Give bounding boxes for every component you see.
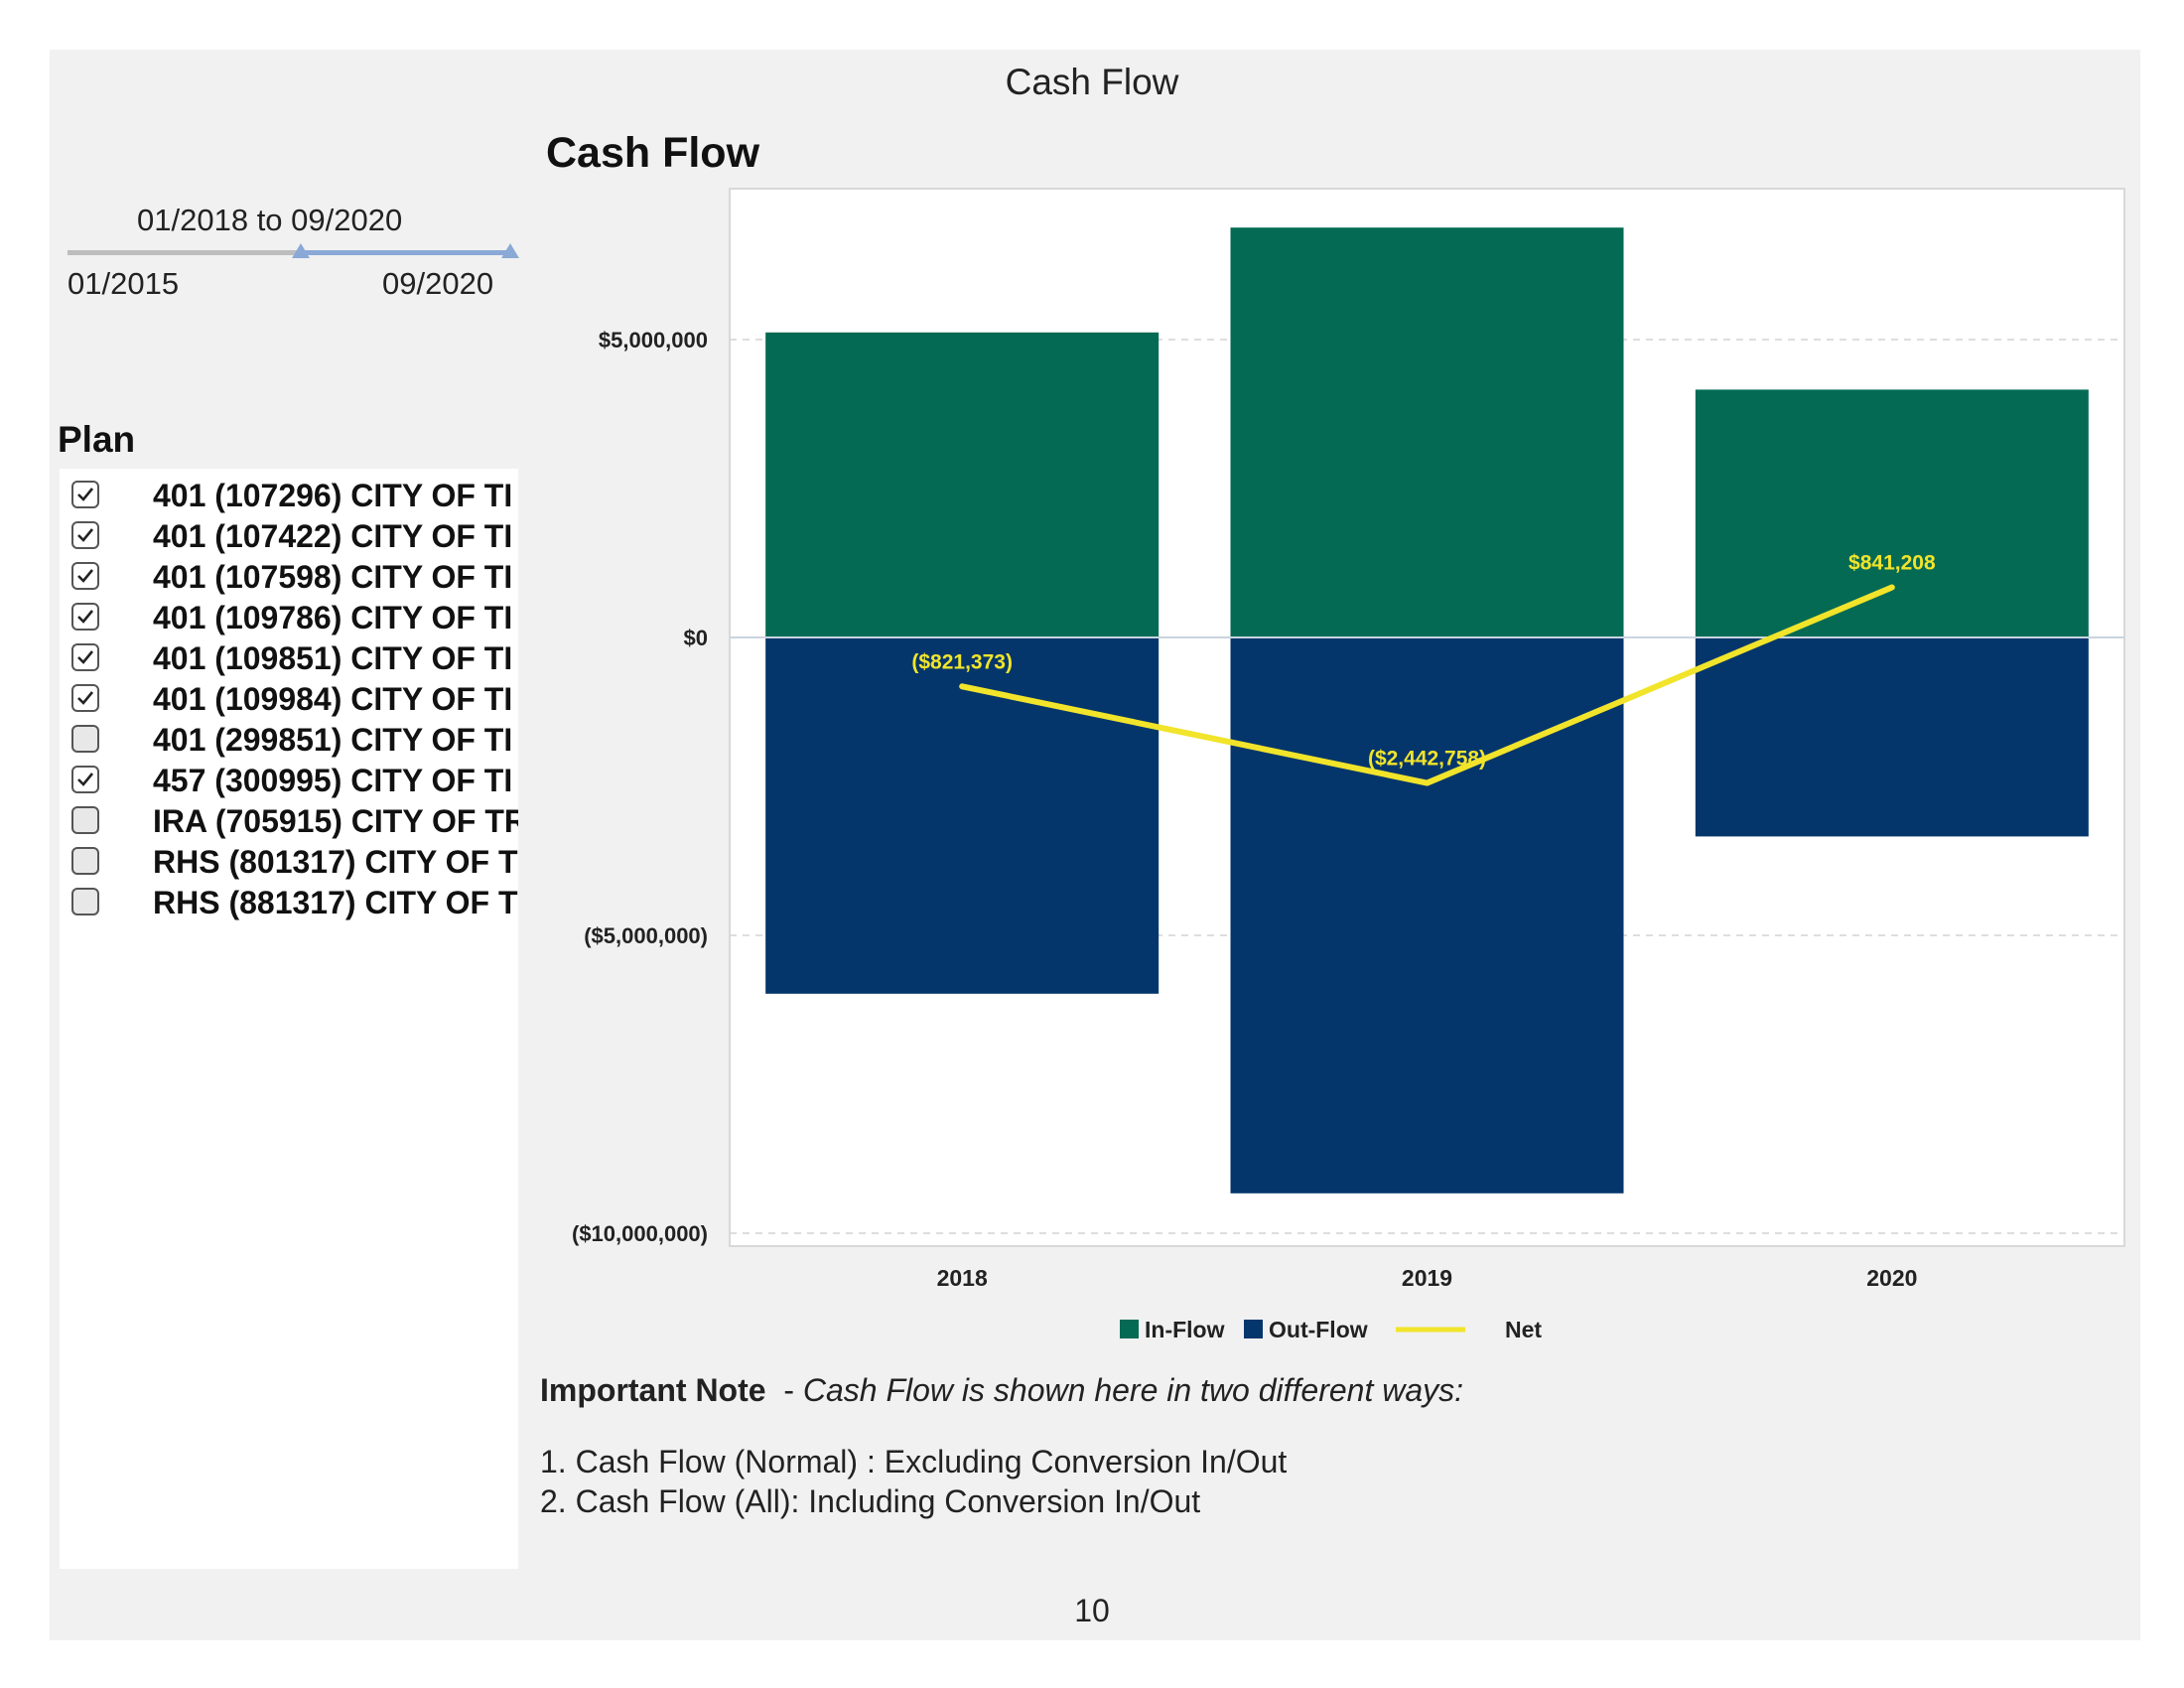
plan-item-label: IRA (705915) CITY OF TR <box>153 803 518 839</box>
x-tick-label: 2018 <box>937 1265 988 1291</box>
plan-item[interactable]: IRA (705915) CITY OF TR <box>60 802 518 840</box>
important-note: Important Note - Cash Flow is shown here… <box>540 1372 1463 1409</box>
plan-filter-title: Plan <box>58 419 136 460</box>
checkbox-checked[interactable] <box>71 684 99 712</box>
checkmark-icon <box>77 569 94 583</box>
date-slider-track[interactable] <box>68 250 510 255</box>
note-line-2: 2. Cash Flow (All): Including Conversion… <box>540 1483 1201 1519</box>
checkbox-unchecked[interactable] <box>71 847 99 875</box>
plan-item[interactable]: 401 (109786) CITY OF TI <box>60 599 518 636</box>
inflow-bar <box>1230 227 1624 637</box>
note-line-1: 1. Cash Flow (Normal) : Excluding Conver… <box>540 1444 1288 1479</box>
note-text: Cash Flow is shown here in two different… <box>802 1372 1464 1408</box>
checkbox-unchecked[interactable] <box>71 806 99 834</box>
inflow-bar <box>1695 389 2089 637</box>
cash-flow-chart: $5,000,000 $0 ($5,000,000) ($10,000,000) 201… <box>572 188 2125 1342</box>
checkmark-icon <box>77 528 94 542</box>
checkmark-icon <box>77 773 94 786</box>
legend-inflow-swatch <box>1120 1320 1139 1338</box>
plan-item[interactable]: 401 (299851) CITY OF TI <box>60 721 518 759</box>
net-line <box>959 584 1895 786</box>
date-slider-selected-range[interactable] <box>301 250 510 255</box>
legend-net-label: Net <box>1505 1317 1542 1342</box>
net-data-label: ($821,373) <box>911 650 1013 673</box>
plan-item[interactable]: RHS (801317) CITY OF T <box>60 843 518 881</box>
y-tick-label: $0 <box>684 626 708 650</box>
plan-item-label: 401 (299851) CITY OF TI <box>153 722 513 758</box>
plan-item-label: 401 (109984) CITY OF TI <box>153 681 513 717</box>
plan-item[interactable]: 457 (300995) CITY OF TI <box>60 762 518 799</box>
plan-item-label: 401 (107598) CITY OF TI <box>153 559 513 595</box>
date-range-start: 01/2018 <box>137 203 249 237</box>
checkbox-checked[interactable] <box>71 766 99 793</box>
note-title: Important Note <box>540 1372 766 1408</box>
checkbox-checked[interactable] <box>71 603 99 631</box>
date-range-display: 01/2018 to 09/2020 <box>137 203 402 238</box>
plan-item[interactable]: 401 (107422) CITY OF TI <box>60 517 518 555</box>
checkbox-unchecked[interactable] <box>71 888 99 915</box>
x-tick-label: 2020 <box>1866 1265 1917 1291</box>
y-tick-label: ($10,000,000) <box>572 1221 708 1246</box>
y-tick-label: ($5,000,000) <box>584 923 708 948</box>
plan-item[interactable]: RHS (881317) CITY OF T <box>60 884 518 921</box>
checkbox-checked[interactable] <box>71 643 99 671</box>
legend-inflow-label: In-Flow <box>1145 1317 1225 1342</box>
checkmark-icon <box>77 488 94 501</box>
plan-item-label: 457 (300995) CITY OF TI <box>153 763 513 798</box>
checkmark-icon <box>77 610 94 624</box>
date-slider-min-label: 01/2015 <box>68 266 180 301</box>
plan-item-label: 401 (107296) CITY OF TI <box>153 478 513 513</box>
legend-outflow-swatch <box>1244 1320 1263 1338</box>
note-dash: - <box>783 1372 794 1408</box>
date-range-end: 09/2020 <box>291 203 403 237</box>
plan-item-label: RHS (801317) CITY OF T <box>153 844 518 880</box>
outflow-bar <box>1695 637 2089 837</box>
net-data-label: ($2,442,758) <box>1368 748 1486 771</box>
date-slider-start-handle[interactable] <box>292 243 310 258</box>
plan-item-label: RHS (881317) CITY OF T <box>153 885 518 920</box>
plan-item[interactable]: 401 (107296) CITY OF TI <box>60 477 518 514</box>
page-number: 10 <box>1074 1593 1110 1628</box>
outflow-bar <box>765 637 1160 994</box>
net-data-label: $841,208 <box>1848 552 1936 575</box>
date-range-sep: to <box>256 203 283 237</box>
inflow-bar <box>765 332 1160 637</box>
legend-outflow-label: Out-Flow <box>1269 1317 1368 1342</box>
checkbox-checked[interactable] <box>71 521 99 549</box>
checkmark-icon <box>77 691 94 705</box>
chart-title: Cash Flow <box>546 129 760 177</box>
plan-item-label: 401 (107422) CITY OF TI <box>153 518 513 554</box>
plan-item[interactable]: 401 (109984) CITY OF TI <box>60 680 518 718</box>
plan-item[interactable]: 401 (107598) CITY OF TI <box>60 558 518 596</box>
outflow-bar <box>1230 637 1624 1194</box>
checkbox-unchecked[interactable] <box>71 725 99 753</box>
plan-item[interactable]: 401 (109851) CITY OF TI <box>60 639 518 677</box>
page-title: Cash Flow <box>1005 62 1179 102</box>
date-slider-end-handle[interactable] <box>501 243 519 258</box>
checkbox-checked[interactable] <box>71 562 99 590</box>
y-tick-label: $5,000,000 <box>599 328 708 352</box>
date-slider-max-label: 09/2020 <box>382 266 494 301</box>
checkbox-checked[interactable] <box>71 481 99 508</box>
plan-filter-list: 401 (107296) CITY OF TI 401 (107422) CITY… <box>60 469 518 1569</box>
plan-item-label: 401 (109786) CITY OF TI <box>153 600 513 635</box>
plan-item-label: 401 (109851) CITY OF TI <box>153 640 513 676</box>
x-tick-label: 2019 <box>1402 1265 1452 1291</box>
checkmark-icon <box>77 650 94 664</box>
